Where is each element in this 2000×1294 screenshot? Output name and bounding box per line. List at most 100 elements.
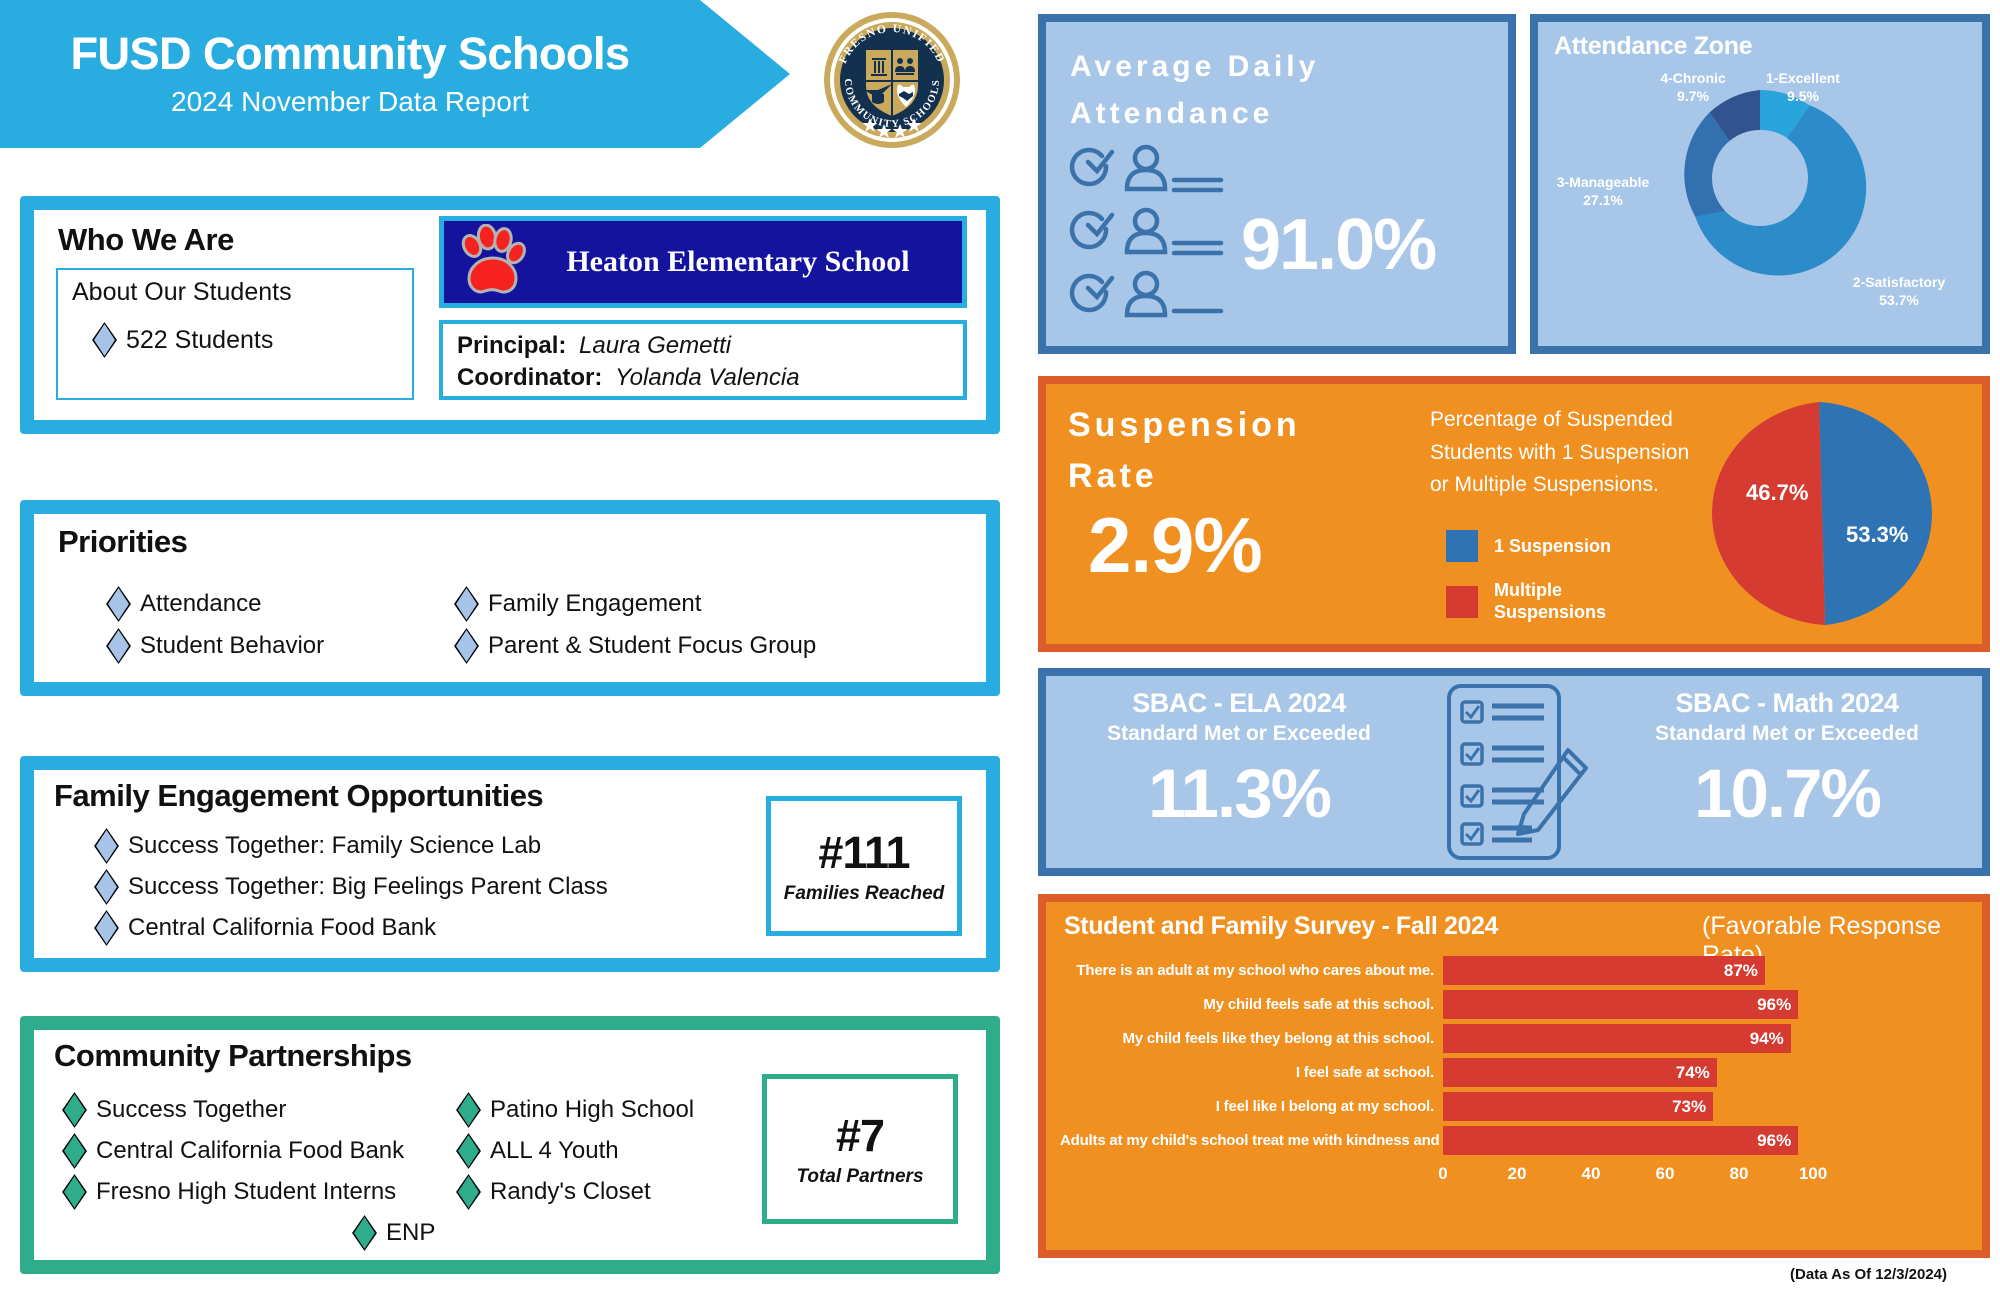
survey-bar-value: 94% xyxy=(1749,1028,1784,1048)
survey-axis-tick: 20 xyxy=(1507,1164,1527,1183)
pie-label-multiple: 46.7% xyxy=(1746,480,1809,505)
diamond-bullet-icon xyxy=(92,322,117,358)
survey-axis-tick: 100 xyxy=(1798,1164,1828,1183)
seal-shield-icon xyxy=(864,50,918,116)
partner-item-3: Patino High School xyxy=(456,1092,694,1128)
survey-bar-row: I feel safe at school. 74% xyxy=(1060,1058,1813,1087)
suspension-title-line2: Rate xyxy=(1068,457,1158,495)
principal-label: Principal: xyxy=(457,332,567,359)
survey-bar-value: 96% xyxy=(1757,994,1792,1014)
sbac-math-value: 10.7% xyxy=(1694,755,1882,832)
family-engagement-item-1: Success Together: Big Feelings Parent Cl… xyxy=(94,869,608,905)
survey-subtitle: (Favorable Response Rate) xyxy=(1702,912,1942,969)
survey-bar-label: My child feels safe at this school. xyxy=(1203,996,1434,1013)
partner-label: ENP xyxy=(386,1219,436,1246)
priorities-inner: Priorities Attendance Student Behavior F… xyxy=(34,514,986,682)
page-subtitle: 2024 November Data Report xyxy=(171,85,529,117)
priority-label: Family Engagement xyxy=(488,590,702,617)
ada-title: Average Daily Attendance xyxy=(1070,44,1319,137)
partner-item-5: Randy's Closet xyxy=(456,1174,651,1210)
families-reached-label: Families Reached xyxy=(783,883,945,904)
donut-label-satisfactory: 2-Satisfactory 53.7% xyxy=(1852,274,1946,308)
total-partners-number: #7 xyxy=(835,1110,885,1161)
attendance-zone-card: Attendance Zone 4-Chronic 9.7% 1-Excelle… xyxy=(1530,14,1990,354)
family-engagement-inner: Family Engagement Opportunities Success … xyxy=(34,770,986,958)
partner-item-4: ALL 4 Youth xyxy=(456,1133,619,1169)
partner-label: Randy's Closet xyxy=(490,1178,651,1205)
families-reached-number: #111 xyxy=(818,827,910,878)
partner-item-6: ENP xyxy=(352,1215,435,1251)
seal-stars-icon xyxy=(862,118,922,138)
sbac-math-subtitle: Standard Met or Exceeded xyxy=(1655,722,1919,745)
students-count-label: 522 Students xyxy=(126,325,274,354)
partner-label: Success Together xyxy=(96,1096,287,1123)
survey-inner: Student and Family Survey - Fall 2024 (F… xyxy=(1046,902,1982,1250)
diamond-bullet-icon xyxy=(352,1215,377,1251)
community-partnerships-inner: Community Partnerships Success Together … xyxy=(34,1030,986,1260)
survey-bar: 96% xyxy=(1443,990,1799,1019)
partner-label: Fresno High Student Interns xyxy=(96,1178,397,1205)
survey-bar-track: 94% xyxy=(1443,1024,1813,1053)
suspension-value: 2.9% xyxy=(1088,501,1263,589)
page-header: FUSD Community Schools 2024 November Dat… xyxy=(0,0,830,148)
legend-label-one-suspension: 1 Suspension xyxy=(1494,535,1612,556)
suspension-pie-chart xyxy=(1712,402,1932,625)
students-count-row: 522 Students xyxy=(92,322,273,358)
diamond-bullet-icon xyxy=(106,586,131,622)
suspension-title-line1: Suspension xyxy=(1068,406,1301,444)
diamond-bullet-icon xyxy=(106,628,131,664)
family-engagement-item-0: Success Together: Family Science Lab xyxy=(94,828,541,864)
survey-axis-tick: 40 xyxy=(1581,1164,1601,1183)
school-name: Heaton Elementary School xyxy=(566,245,910,278)
survey-bar-label: My child feels like they belong at this … xyxy=(1122,1030,1434,1047)
paw-print-icon xyxy=(461,224,526,294)
total-partners-label: Total Partners xyxy=(796,1166,924,1187)
priority-item-2: Family Engagement xyxy=(454,586,701,622)
partner-item-1: Central California Food Bank xyxy=(62,1133,404,1169)
sbac-card: SBAC - ELA 2024 Standard Met or Exceeded… xyxy=(1038,668,1990,876)
survey-bar: 87% xyxy=(1443,956,1765,985)
survey-bar: 73% xyxy=(1443,1092,1714,1121)
page-title: FUSD Community Schools xyxy=(70,28,630,80)
suspension-rate-card: Suspension Rate 2.9% Percentage of Suspe… xyxy=(1038,376,1990,652)
diamond-bullet-icon xyxy=(456,1133,481,1169)
coordinator-name: Yolanda Valencia xyxy=(614,363,800,391)
total-partners-stat-box: #7 Total Partners xyxy=(762,1074,958,1224)
diamond-bullet-icon xyxy=(454,586,479,622)
coordinator-row: Coordinator: Yolanda Valencia xyxy=(457,362,963,394)
priorities-card: Priorities Attendance Student Behavior F… xyxy=(20,500,1000,696)
survey-axis-tick: 60 xyxy=(1655,1164,1675,1183)
legend-label-multiple-suspensions: Multiple Suspensions xyxy=(1494,580,1607,622)
coordinator-label: Coordinator: xyxy=(457,363,603,391)
donut-label-chronic: 4-Chronic 9.7% xyxy=(1660,70,1726,104)
header-arrow-shape xyxy=(0,0,790,148)
family-engagement-label: Success Together: Big Feelings Parent Cl… xyxy=(128,873,608,900)
ada-value: 91.0% xyxy=(1241,205,1437,285)
fusd-seal-logo: FRESNO UNIFIED COMMUNITY SCHOOLS xyxy=(824,12,960,148)
survey-x-axis: 0 20 40 60 80 100 xyxy=(1438,1164,1827,1190)
survey-bar-label: Adults at my child's school treat me wit… xyxy=(1060,1132,1500,1149)
attendance-zone-donut-chart xyxy=(1684,90,1867,276)
checklist-pencil-icon xyxy=(1447,684,1588,860)
community-partnerships-title: Community Partnerships xyxy=(54,1038,412,1073)
diamond-bullet-icon xyxy=(94,869,119,905)
pie-label-one: 53.3% xyxy=(1846,522,1909,547)
survey-bar-label: There is an adult at my school who cares… xyxy=(1076,962,1434,979)
suspension-inner: Suspension Rate 2.9% Percentage of Suspe… xyxy=(1046,384,1982,644)
priorities-title: Priorities xyxy=(58,524,188,559)
survey-bar-track: 73% xyxy=(1443,1092,1813,1121)
priority-item-1: Student Behavior xyxy=(106,628,324,664)
about-our-students-box: About Our Students 522 Students xyxy=(56,268,414,400)
ada-inner: Average Daily Attendance xyxy=(1046,22,1508,346)
survey-bar: 74% xyxy=(1443,1058,1717,1087)
survey-bar-value: 96% xyxy=(1757,1130,1792,1150)
who-we-are-title: Who We Are xyxy=(58,222,234,257)
survey-bar-track: 96% xyxy=(1443,1126,1813,1155)
diamond-bullet-icon xyxy=(456,1092,481,1128)
partner-label: ALL 4 Youth xyxy=(490,1137,619,1164)
who-we-are-card: Who We Are About Our Students 522 Studen… xyxy=(20,196,1000,434)
survey-bar-label: I feel like I belong at my school. xyxy=(1215,1098,1434,1115)
donut-label-excellent: 1-Excellent 9.5% xyxy=(1766,70,1840,104)
sbac-math-title: SBAC - Math 2024 xyxy=(1675,688,1899,718)
priority-item-0: Attendance xyxy=(106,586,261,622)
